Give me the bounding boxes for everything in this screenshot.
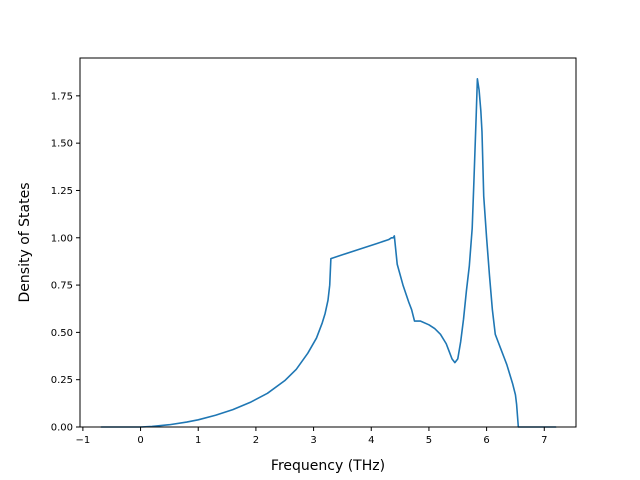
- y-tick-label: 0.25: [51, 375, 73, 386]
- dos-curve: [100, 78, 557, 428]
- x-tick-label: 7: [541, 435, 547, 446]
- x-tick-label: −1: [76, 435, 91, 446]
- series-layer: [100, 78, 557, 428]
- x-tick-label: 2: [253, 435, 259, 446]
- axes-frame: [79, 57, 577, 428]
- x-axis-ticks: −1 0 1 2 3 4 5 6 7: [76, 427, 547, 446]
- y-axis-label: Density of States: [17, 183, 33, 303]
- x-tick-label: 0: [137, 435, 143, 446]
- x-tick-label: 5: [426, 435, 432, 446]
- x-tick-label: 6: [483, 435, 489, 446]
- y-tick-label: 1.00: [51, 233, 73, 244]
- y-tick-label: 1.50: [51, 139, 73, 150]
- y-tick-label: 0.50: [51, 328, 73, 339]
- x-tick-label: 3: [310, 435, 316, 446]
- y-tick-label: 0.75: [51, 281, 73, 292]
- y-axis-ticks: 0.00 0.25 0.50 0.75 1.00 1.25 1.50 1.75: [51, 91, 80, 434]
- y-tick-label: 1.75: [51, 91, 73, 102]
- x-tick-label: 1: [195, 435, 201, 446]
- x-axis-label: Frequency (THz): [271, 458, 385, 474]
- y-tick-label: 1.25: [51, 186, 73, 197]
- y-tick-label: 0.00: [51, 423, 73, 434]
- x-tick-label: 4: [368, 435, 374, 446]
